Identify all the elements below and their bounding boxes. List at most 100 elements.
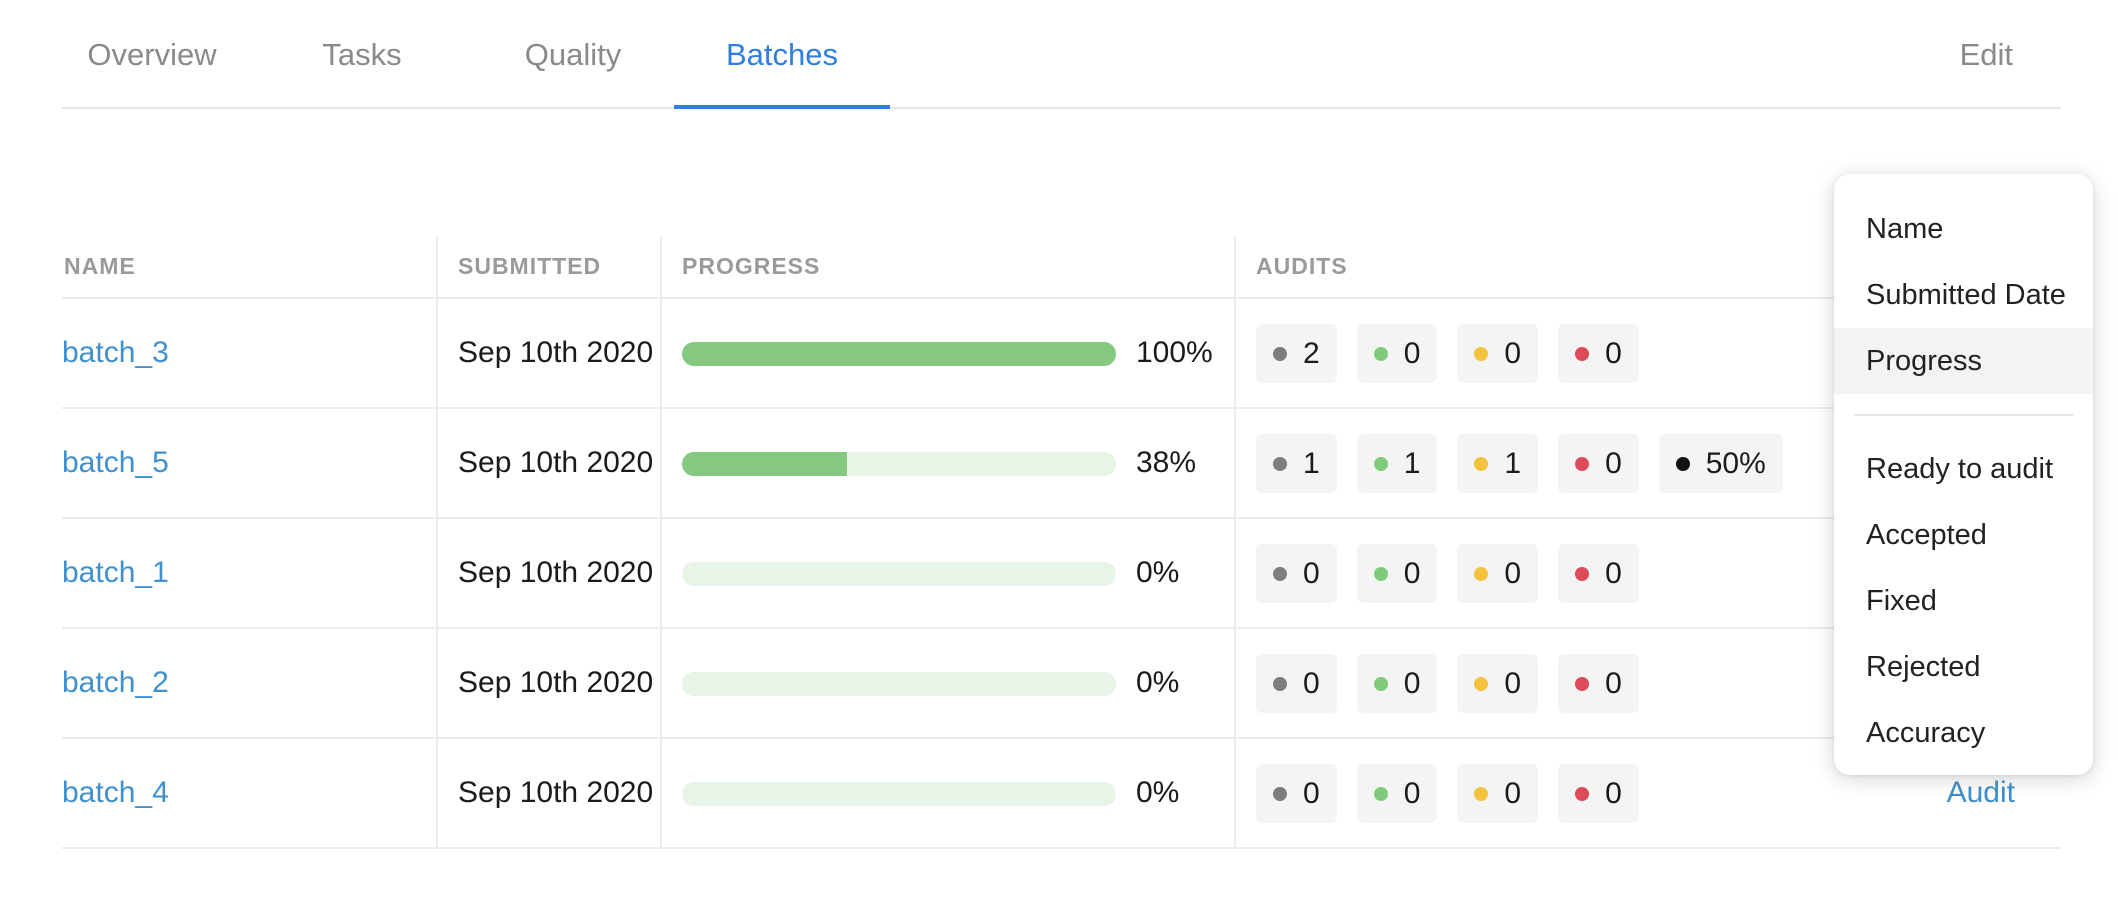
yellow-dot-icon [1474,456,1489,471]
progress-percent: 0% [1136,556,1180,589]
audit-chips: 0 0 0 0 [1256,654,1639,713]
progress-percent: 38% [1136,446,1197,479]
progress-bar-fill [682,342,1116,366]
column-divider [436,739,438,847]
batch-name-link[interactable]: batch_1 [62,556,169,589]
red-dot-icon [1575,346,1590,361]
progress-bar-fill [682,452,847,476]
table-row: batch_4 Sep 10th 2020 0% 0 0 0 0 Audit [62,739,2061,849]
menu-item-ready-to-audit[interactable]: Ready to audit [1866,452,2054,485]
header-audits[interactable]: AUDITS [1256,253,1348,279]
column-divider [436,299,438,407]
submitted-date: Sep 10th 2020 [458,336,654,369]
tab-bar: Overview Tasks Quality Batches Edit [62,0,2061,109]
progress-bar [682,672,1116,696]
edit-link[interactable]: Edit [1959,36,2013,72]
menu-item-submitted-date[interactable]: Submitted Date [1866,278,2066,311]
audit-chip-rejected: 0 [1558,654,1639,713]
progress-percent: 100% [1136,336,1213,369]
tab-quality[interactable]: Quality [524,36,622,72]
tab-batches[interactable]: Batches [674,0,890,109]
column-divider [660,629,662,737]
tab-overview[interactable]: Overview [87,36,217,72]
audit-count: 0 [1605,666,1622,700]
header-progress[interactable]: PROGRESS [682,253,821,279]
gray-dot-icon [1273,566,1287,581]
green-dot-icon [1373,456,1388,471]
table-row: batch_5 Sep 10th 2020 38% 1 1 1 0 50% [62,409,2061,519]
audit-count: 0 [1504,666,1522,700]
column-divider [660,739,662,847]
menu-item-rejected[interactable]: Rejected [1866,650,1981,683]
yellow-dot-icon [1474,346,1489,361]
audit-chip-fixed: 0 [1457,764,1539,823]
red-dot-icon [1575,786,1590,801]
audit-count: 0 [1403,776,1421,810]
table-row: batch_1 Sep 10th 2020 0% 0 0 0 0 [62,519,2061,629]
green-dot-icon [1373,786,1388,801]
menu-item-fixed[interactable]: Fixed [1866,584,1937,617]
red-dot-icon [1575,566,1590,581]
audit-chip-fixed: 0 [1457,324,1539,383]
header-name[interactable]: NAME [64,253,136,279]
audit-chips: 0 0 0 0 [1256,544,1639,603]
audit-chips: 2 0 0 0 [1256,324,1639,383]
column-divider [436,629,438,737]
column-divider [1234,519,1236,627]
column-divider [436,236,438,297]
audit-count: 0 [1403,556,1421,590]
column-divider [660,519,662,627]
audit-chip-fixed: 0 [1457,544,1539,603]
column-divider [1234,409,1236,517]
red-dot-icon [1575,676,1590,691]
column-divider [660,409,662,517]
audit-chip-accepted: 0 [1356,324,1438,383]
menu-item-accepted[interactable]: Accepted [1866,518,1987,551]
batch-name-link[interactable]: batch_3 [62,336,169,369]
column-divider [436,409,438,517]
submitted-date: Sep 10th 2020 [458,666,654,699]
audit-count: 0 [1504,336,1522,370]
yellow-dot-icon [1474,566,1489,581]
progress-percent: 0% [1136,776,1180,809]
table-row: batch_2 Sep 10th 2020 0% 0 0 0 0 [62,629,2061,739]
audit-button[interactable]: Audit [1946,776,2015,809]
gray-dot-icon [1273,786,1287,801]
batch-name-link[interactable]: batch_2 [62,666,169,699]
menu-item-progress[interactable]: Progress [1834,328,2093,394]
audit-chip-accepted: 0 [1356,764,1438,823]
batches-table: NAME SUBMITTED PROGRESS AUDITS batch_3 S… [62,236,2061,849]
audit-chip-fixed: 0 [1457,654,1539,713]
menu-divider [1854,414,2073,416]
header-submitted[interactable]: SUBMITTED [458,253,602,279]
black-dot-icon [1675,456,1690,471]
green-dot-icon [1373,346,1388,361]
gray-dot-icon [1273,456,1287,471]
audit-count: 0 [1605,336,1622,370]
menu-item-name[interactable]: Name [1866,212,1944,245]
audit-chip-fixed: 1 [1457,434,1539,493]
green-dot-icon [1373,676,1388,691]
green-dot-icon [1373,566,1388,581]
menu-item-accuracy[interactable]: Accuracy [1866,716,1986,749]
yellow-dot-icon [1474,786,1489,801]
audit-count: 0 [1504,556,1522,590]
audit-count: 2 [1303,336,1320,370]
progress-bar [682,342,1116,366]
yellow-dot-icon [1474,676,1489,691]
audit-count: 0 [1403,666,1421,700]
batch-name-link[interactable]: batch_4 [62,776,169,809]
audit-count: 0 [1303,666,1320,700]
column-divider [660,299,662,407]
audit-chip-ready: 2 [1256,324,1337,383]
red-dot-icon [1575,456,1590,471]
submitted-date: Sep 10th 2020 [458,556,654,589]
batch-name-link[interactable]: batch_5 [62,446,169,479]
gray-dot-icon [1273,346,1287,361]
gray-dot-icon [1273,676,1287,691]
audit-chip-ready: 0 [1256,654,1337,713]
progress-bar [682,782,1116,806]
column-divider [1234,739,1236,847]
audit-count: 0 [1605,776,1622,810]
tab-tasks[interactable]: Tasks [322,36,402,72]
